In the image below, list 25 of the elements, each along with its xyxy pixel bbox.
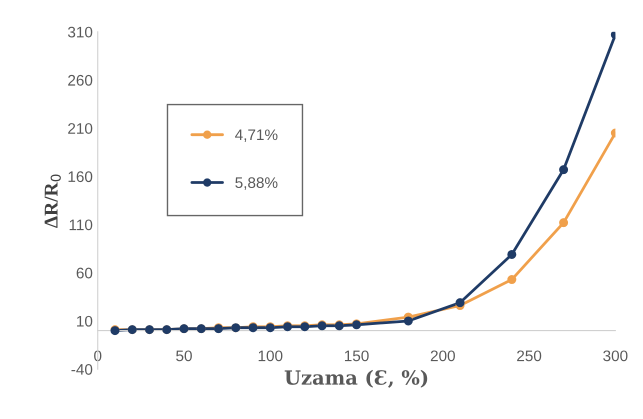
y-axis-title: ΔR/R$_{0}$ [44,174,61,228]
point [404,316,413,326]
point [507,250,516,259]
point [559,218,568,228]
point [559,165,568,174]
x-tick-label: 250 [517,350,542,362]
x-axis-title: Uzama (Ɛ, %) [284,370,428,388]
point [507,275,516,284]
y-tick-label: 310 [68,26,92,38]
y-tick-label: 260 [68,74,92,86]
y-tick-label: 60 [76,268,92,278]
point [456,298,465,308]
y-tick-label: 210 [68,123,92,134]
x-tick-label: 50 [176,350,192,362]
x-tick-label: 0 [94,350,102,362]
legend-label: 4,71% [235,129,278,142]
x-tick-label: 150 [344,350,369,362]
x-tick-label: 200 [430,350,455,362]
y-tick-label: 160 [68,171,92,182]
y-tick-label: 110 [70,219,92,230]
x-tick-label: 100 [258,350,282,362]
legend-label: 5,88% [235,177,278,190]
y-tick-label: 10 [77,316,92,327]
x-tick-label: 300 [603,350,628,362]
y-tick-label: -40 [71,364,92,375]
